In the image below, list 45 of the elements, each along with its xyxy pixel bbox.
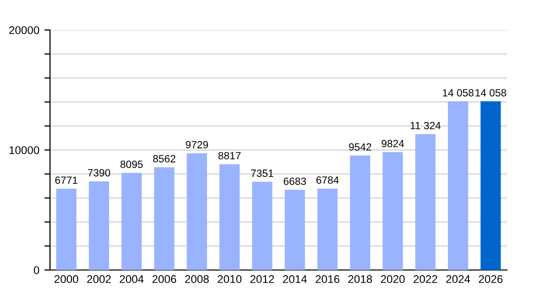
bar [382, 152, 403, 270]
x-tick-label: 2004 [120, 275, 144, 284]
data-label: 11 324 [410, 122, 441, 130]
bar [252, 182, 272, 270]
y-tick-label: 0 [34, 266, 40, 274]
data-label: 8562 [153, 155, 176, 162]
data-label: 14 058 [442, 89, 474, 96]
x-tick-label: 2014 [283, 275, 307, 284]
data-label: 9542 [349, 143, 372, 151]
x-tick-label: 2012 [250, 275, 274, 284]
bar [56, 188, 76, 270]
x-tick-label: 2018 [348, 275, 372, 284]
data-label: 7351 [251, 170, 274, 177]
data-label: 9824 [382, 140, 404, 148]
data-label: 9729 [186, 141, 208, 148]
x-tick-label: 2024 [446, 275, 470, 284]
data-label: 6771 [55, 176, 78, 184]
y-tick-label: 20000 [9, 26, 40, 34]
x-tick-label: 2026 [478, 275, 503, 284]
bar [480, 101, 501, 270]
data-label: 14 058 [476, 89, 506, 96]
data-label: 8817 [218, 152, 241, 160]
bar [154, 167, 174, 270]
bar [219, 164, 240, 270]
y-tick-label: 10000 [10, 146, 40, 154]
bar [350, 155, 370, 270]
bar [317, 188, 338, 270]
bar [121, 172, 142, 270]
x-tick-label: 2006 [152, 275, 176, 284]
bar [186, 153, 208, 270]
x-tick-label: 2000 [54, 275, 78, 284]
data-label: 7390 [88, 169, 110, 176]
data-label: 6784 [316, 176, 339, 184]
x-tick-label: 2002 [87, 275, 111, 284]
bar [415, 134, 436, 270]
data-label: 6683 [284, 178, 306, 185]
x-tick-label: 2010 [218, 275, 242, 284]
data-label: 8095 [120, 160, 143, 168]
x-tick-label: 2016 [316, 275, 340, 284]
x-tick-label: 2020 [380, 275, 405, 284]
x-tick-label: 2022 [414, 275, 438, 284]
bar [284, 190, 305, 270]
x-tick-label: 2008 [185, 275, 209, 284]
bar [448, 101, 468, 270]
bar [88, 181, 110, 270]
